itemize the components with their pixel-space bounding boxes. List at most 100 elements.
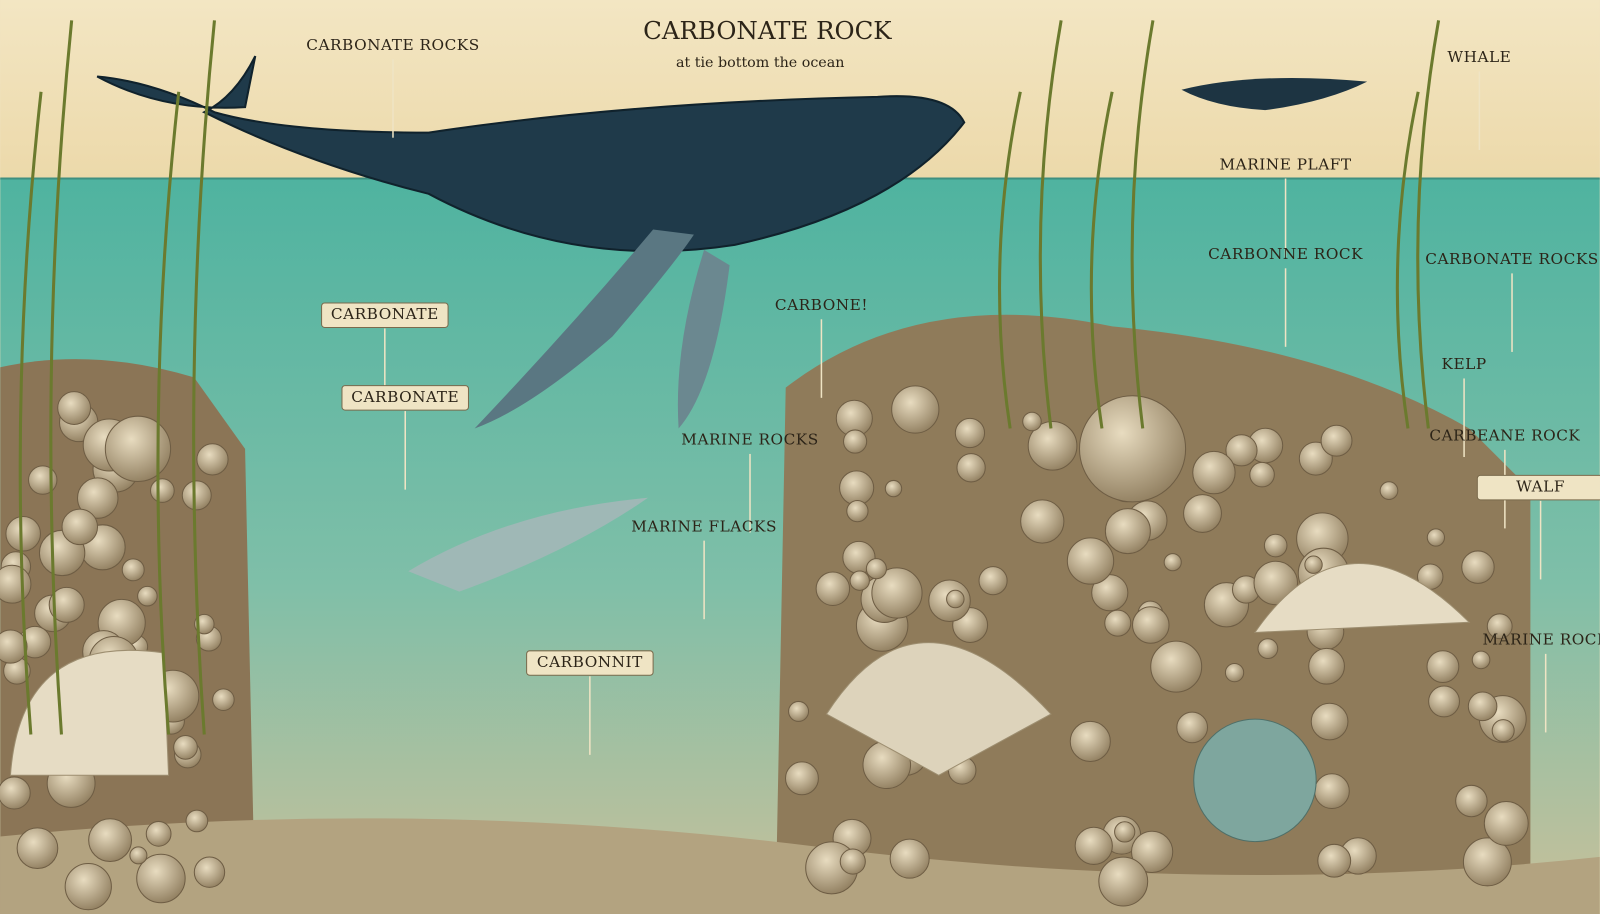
coral-fan — [825, 642, 1052, 776]
label: MARINE ROCK — [1482, 631, 1600, 649]
rock — [889, 838, 930, 879]
rock — [64, 862, 112, 911]
rock — [173, 735, 198, 760]
rock — [1183, 494, 1222, 533]
boulder — [104, 415, 172, 482]
boulder — [1078, 395, 1187, 503]
rock — [136, 853, 186, 904]
rock — [1461, 550, 1495, 584]
rock — [16, 827, 59, 870]
rock — [5, 515, 41, 552]
rock — [956, 453, 986, 483]
kelp — [18, 20, 1441, 735]
rock — [843, 429, 868, 454]
rock — [1163, 553, 1182, 572]
rock — [77, 477, 119, 519]
rock — [1467, 691, 1498, 722]
label-box — [1476, 474, 1600, 501]
whale — [96, 55, 966, 253]
rock — [1132, 606, 1170, 644]
label: CARBONATE — [351, 388, 459, 406]
rock — [1491, 719, 1515, 743]
label: CARBONNIT — [537, 653, 643, 671]
rock — [1253, 560, 1299, 606]
rock — [1308, 647, 1345, 685]
rock — [1257, 638, 1279, 659]
kelp-strand — [1395, 91, 1420, 429]
kelp-strand — [49, 20, 74, 735]
kelp-strand — [1089, 91, 1114, 429]
rock — [121, 558, 145, 582]
kelp-strand — [1416, 20, 1441, 429]
rock — [1150, 640, 1203, 693]
rock — [978, 566, 1008, 596]
rock — [1098, 856, 1149, 907]
rock — [884, 479, 903, 498]
rock — [1224, 662, 1245, 683]
rock — [48, 586, 85, 623]
rock — [1074, 826, 1113, 865]
rock — [891, 385, 940, 434]
rock — [1131, 830, 1174, 873]
small-whale — [408, 497, 649, 592]
kelp-strand — [997, 91, 1022, 429]
rock — [1310, 702, 1349, 741]
rock — [1471, 650, 1491, 670]
rock — [871, 567, 923, 619]
rock — [61, 508, 99, 546]
rock — [88, 818, 133, 863]
rock — [1379, 481, 1399, 500]
rock — [849, 570, 870, 591]
rock — [1069, 720, 1111, 763]
rock — [1249, 461, 1275, 488]
whale-fin — [677, 249, 730, 429]
label: MARINE PLAFT — [1220, 155, 1352, 173]
kelp-strand — [1038, 20, 1063, 429]
label-box — [341, 385, 469, 411]
rock — [946, 589, 965, 609]
kelp-strand — [1130, 20, 1155, 429]
rock — [1304, 555, 1323, 574]
rock — [1317, 843, 1352, 878]
label: CARBONATE — [331, 305, 439, 323]
rock — [839, 470, 875, 506]
rock — [788, 700, 810, 722]
label: KELP — [1442, 355, 1487, 373]
rock — [1428, 685, 1460, 718]
labels: CARBONATE ROCKS WHALE MARINE PLAFT CARBONAT… — [306, 36, 1600, 755]
rock — [1426, 650, 1460, 684]
kelp-strand — [18, 91, 43, 735]
rock — [1022, 411, 1042, 432]
rock — [1320, 424, 1353, 457]
kelp-strand — [192, 20, 216, 735]
sea-floor — [0, 818, 1600, 914]
subtitle: at tie bottom the ocean — [676, 55, 845, 71]
rock — [954, 417, 986, 449]
rock — [1192, 450, 1236, 495]
rock — [1176, 711, 1209, 744]
label: MARINE ROCKS — [681, 431, 818, 449]
label: CARBONE! — [775, 296, 868, 314]
label: MARINE FLACKS — [631, 517, 777, 535]
label: CARBONATE ROCKS — [1425, 250, 1598, 268]
rock — [1263, 533, 1288, 558]
rock — [0, 629, 28, 664]
rock — [784, 761, 819, 796]
rock — [1104, 609, 1132, 637]
rock — [212, 688, 235, 711]
rock — [1104, 508, 1151, 555]
label: WALF — [1516, 478, 1565, 496]
boulder — [1193, 718, 1317, 843]
rock — [129, 846, 148, 865]
rock — [1426, 528, 1446, 547]
label-box — [526, 650, 654, 676]
rock — [1462, 837, 1512, 887]
rock — [0, 776, 31, 810]
kelp-strand — [156, 91, 181, 735]
small-whale — [1181, 77, 1368, 111]
rock — [1314, 773, 1350, 810]
rock — [815, 571, 851, 606]
rock — [1455, 784, 1488, 818]
label: CARBEANE ROCK — [1429, 427, 1580, 445]
